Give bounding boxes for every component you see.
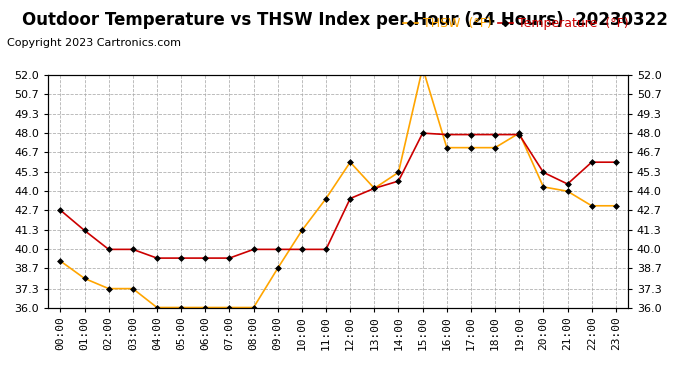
Legend: THSW  (°F), Temperature  (°F): THSW (°F), Temperature (°F) [403,18,629,30]
Text: Outdoor Temperature vs THSW Index per Hour (24 Hours)  20230322: Outdoor Temperature vs THSW Index per Ho… [22,11,668,29]
Text: Copyright 2023 Cartronics.com: Copyright 2023 Cartronics.com [7,38,181,48]
